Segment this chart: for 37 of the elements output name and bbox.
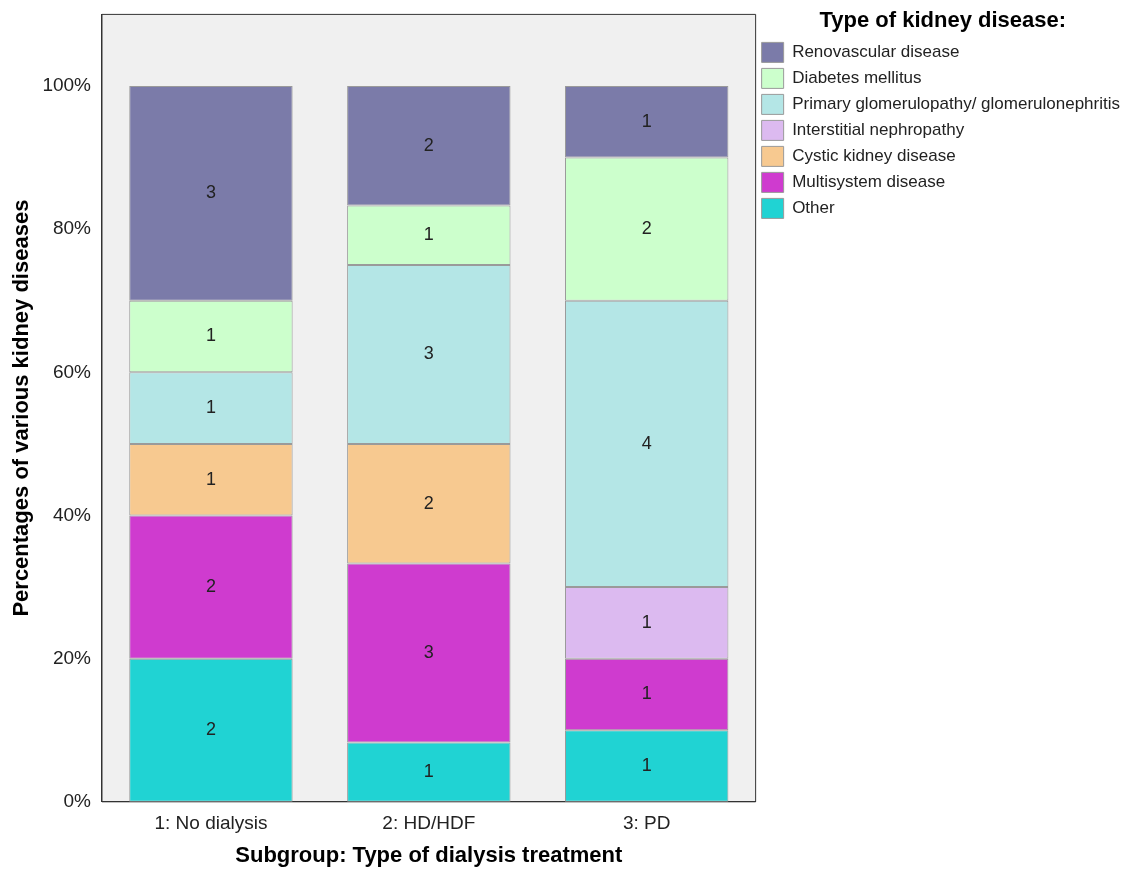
annotation: 1	[641, 611, 652, 632]
annotation: 3	[205, 182, 216, 203]
annotation: 1	[205, 468, 216, 489]
annotation: 1	[205, 325, 216, 346]
x-tick-label: 1: No dialysis	[154, 812, 268, 834]
legend-label: Renovascular disease	[792, 42, 960, 62]
y-axis-title: Percentages of various kidney diseases	[8, 199, 34, 617]
legend-label: Interstitial nephropathy	[792, 120, 965, 140]
annotation: 2	[205, 576, 216, 597]
annotation: 1	[423, 761, 434, 782]
y-tick-label: 60%	[52, 360, 92, 382]
x-tick-label: 2: HD/HDF	[382, 812, 476, 834]
annotation: 2	[641, 218, 652, 239]
y-tick-label: 40%	[52, 503, 92, 525]
annotation: 2	[423, 134, 434, 155]
legend-label: Diabetes mellitus	[792, 68, 922, 88]
annotation: 1	[641, 754, 652, 775]
annotation: 1	[423, 224, 434, 245]
y-tick-label: 0%	[63, 790, 92, 812]
x-tick-label: 3: PD	[622, 812, 671, 834]
legend-label: Cystic kidney disease	[792, 146, 956, 166]
annotation: 1	[641, 683, 652, 704]
legend-label: Primary glomerulopathy/ glomerulonephritis	[792, 94, 1121, 114]
annotation: 1	[641, 110, 652, 131]
annotation: 4	[641, 432, 652, 453]
annotation: 1	[205, 397, 216, 418]
y-tick-label: 80%	[52, 217, 92, 239]
annotation: 3	[423, 343, 434, 364]
y-tick-label: 100%	[42, 74, 92, 96]
legend-label: Other	[792, 198, 835, 218]
legend-label: Multisystem disease	[792, 172, 946, 192]
legend-title: Type of kidney disease:	[819, 7, 1067, 33]
annotation: 3	[423, 641, 434, 662]
annotation: 2	[423, 492, 434, 513]
x-axis-title: Subgroup: Type of dialysis treatment	[235, 841, 624, 867]
annotation: 2	[205, 719, 216, 740]
y-tick-label: 20%	[52, 646, 92, 668]
